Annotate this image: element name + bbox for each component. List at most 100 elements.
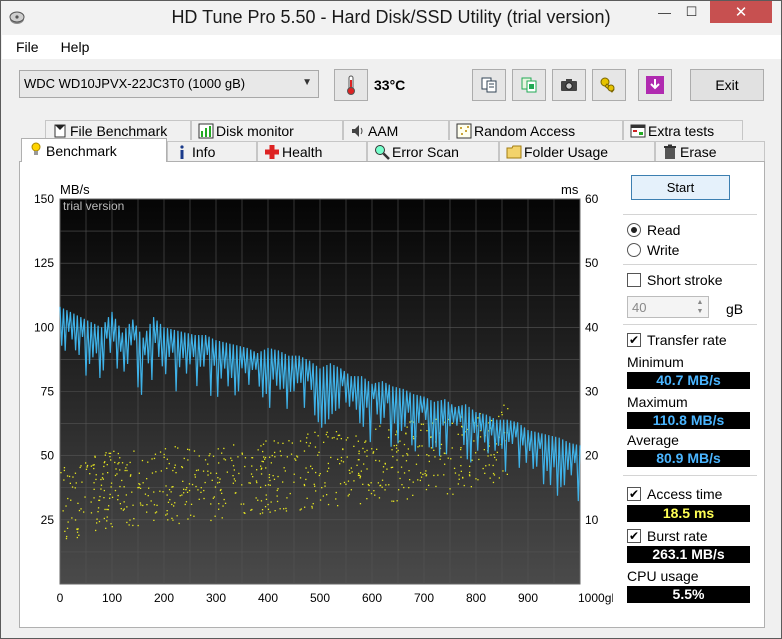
minimize-button[interactable]: — [658, 4, 671, 20]
access-time-point [172, 519, 174, 521]
access-time-point [479, 436, 482, 438]
menu-file[interactable]: File [16, 39, 39, 55]
burst-rate-checkbox[interactable]: ✔ [627, 529, 641, 543]
burst-rate-option[interactable]: ✔ Burst rate [627, 528, 708, 544]
access-time-point [457, 433, 459, 435]
tab-label: File Benchmark [70, 122, 168, 139]
tab-random-access[interactable]: Random Access [449, 120, 623, 140]
access-time-point [303, 450, 306, 452]
title-bar[interactable]: HD Tune Pro 5.50 - Hard Disk/SSD Utility… [1, 1, 781, 35]
access-time-point [174, 502, 176, 504]
menu-help[interactable]: Help [60, 39, 90, 55]
access-time-point [105, 527, 107, 529]
access-time-point [339, 483, 342, 485]
access-time-point [62, 510, 64, 512]
copy-all-button[interactable] [512, 69, 546, 101]
transfer-rate-option[interactable]: ✔ Transfer rate [627, 332, 727, 348]
exit-button[interactable]: Exit [690, 69, 764, 101]
access-time-point [273, 478, 276, 480]
tab-erase[interactable]: Erase [655, 141, 765, 161]
access-time-point [260, 486, 262, 488]
write-radio[interactable] [627, 243, 641, 257]
access-time-point [262, 443, 265, 445]
access-time-point [353, 480, 355, 482]
tab-health[interactable]: Health [257, 141, 367, 161]
tab-label: Error Scan [392, 143, 459, 160]
access-time-point [372, 452, 374, 454]
close-button[interactable]: ✕ [710, 1, 772, 23]
access-time-point [104, 461, 106, 463]
access-time-point [168, 462, 170, 465]
access-time-point [119, 503, 121, 505]
access-time-point [488, 445, 490, 447]
access-time-point [153, 504, 156, 506]
access-time-point [122, 509, 124, 511]
tab-disk-monitor[interactable]: Disk monitor [191, 120, 343, 140]
tab-error-scan[interactable]: Error Scan [367, 141, 499, 161]
maximize-button[interactable]: ☐ [685, 4, 698, 19]
benchmark-icon [31, 142, 41, 155]
access-time-point [255, 497, 257, 499]
access-time-point [507, 408, 509, 410]
tab-aam[interactable]: AAM [343, 120, 449, 140]
save-button[interactable] [638, 69, 672, 101]
access-time-point [183, 488, 185, 490]
access-time-point [212, 497, 214, 499]
access-time-point [324, 482, 326, 484]
access-time-point [210, 503, 212, 505]
temperature-button[interactable] [334, 69, 368, 101]
access-time-point [168, 489, 171, 491]
access-time-point [105, 452, 107, 454]
tab-file-benchmark[interactable]: File Benchmark [45, 120, 191, 140]
spin-arrows-icon[interactable]: ▲ ▼ [696, 299, 704, 315]
access-time-point [335, 431, 338, 433]
access-time-point [401, 484, 403, 486]
access-time-point [277, 475, 279, 478]
tab-extra-tests[interactable]: Extra tests [623, 120, 743, 140]
divider [623, 214, 757, 215]
access-time-point [164, 448, 167, 450]
access-time-point [443, 452, 445, 454]
access-time-point [307, 471, 309, 473]
access-time-point [336, 438, 338, 440]
access-time-point [126, 521, 128, 524]
copy-text-button[interactable] [472, 69, 506, 101]
access-time-point [362, 447, 364, 450]
transfer-rate-checkbox[interactable]: ✔ [627, 333, 641, 347]
drive-select-value: WDC WD10JPVX-22JC3T0 (1000 gB) [24, 76, 246, 91]
access-time-point [271, 454, 273, 457]
access-time-point [391, 466, 394, 468]
access-time-point [81, 481, 83, 483]
short-stroke-option[interactable]: Short stroke [627, 272, 722, 288]
access-time-point [124, 469, 126, 472]
access-time-point [457, 483, 459, 485]
drive-select[interactable]: WDC WD10JPVX-22JC3T0 (1000 gB) ▼ [19, 70, 319, 98]
read-radio[interactable] [627, 223, 641, 237]
access-time-point [277, 442, 279, 444]
tab-label: Erase [680, 143, 717, 160]
screenshot-button[interactable] [552, 69, 586, 101]
maximum-label: Maximum [627, 394, 688, 410]
tab-benchmark[interactable]: Benchmark [21, 138, 167, 162]
tab-info[interactable]: Info [167, 141, 257, 161]
access-time-point [188, 449, 191, 451]
start-button[interactable]: Start [631, 175, 730, 200]
access-time-point [114, 461, 116, 464]
access-time-point [274, 456, 276, 458]
average-label: Average [627, 432, 679, 448]
access-time-point [337, 458, 339, 460]
options-button[interactable] [592, 69, 626, 101]
access-time-point [396, 500, 398, 502]
read-option[interactable]: Read [627, 222, 680, 238]
access-time-point [148, 487, 150, 489]
short-stroke-checkbox[interactable] [627, 273, 641, 287]
access-time-point [317, 435, 319, 437]
access-time-point [100, 488, 102, 490]
tab-folder-usage[interactable]: Folder Usage [499, 141, 655, 161]
access-time-checkbox[interactable]: ✔ [627, 487, 641, 501]
write-option[interactable]: Write [627, 242, 679, 258]
access-time-point [307, 433, 309, 435]
average-value: 80.9 MB/s [627, 450, 750, 467]
access-time-option[interactable]: ✔ Access time [627, 486, 722, 502]
short-stroke-input[interactable]: 40 ▲ ▼ [627, 296, 709, 318]
